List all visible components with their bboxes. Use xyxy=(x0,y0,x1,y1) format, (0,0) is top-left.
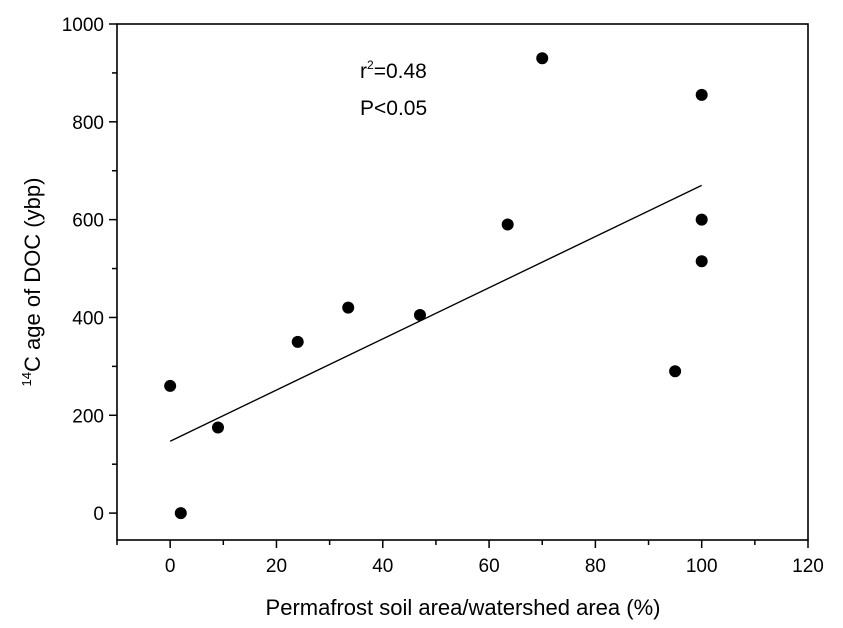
x-tick-label: 80 xyxy=(585,556,606,577)
data-point xyxy=(342,301,355,314)
x-tick-label: 100 xyxy=(686,556,718,577)
x-axis-label: Permafrost soil area/watershed area (%) xyxy=(266,595,661,620)
y-tick-label: 1000 xyxy=(62,15,104,36)
x-tick-label: 20 xyxy=(266,556,287,577)
data-point xyxy=(695,255,708,268)
y-tick-label: 600 xyxy=(72,211,104,232)
data-point xyxy=(211,421,224,434)
y-tick-label: 800 xyxy=(72,113,104,134)
data-point xyxy=(536,52,549,65)
y-tick-label: 400 xyxy=(72,308,104,329)
data-point xyxy=(501,218,514,231)
y-tick-label: 200 xyxy=(72,406,104,427)
annotation-p-value: P<0.05 xyxy=(360,97,427,120)
regression-line xyxy=(169,184,702,442)
y-tick-label: 0 xyxy=(93,504,104,525)
data-point xyxy=(174,507,187,520)
data-point xyxy=(695,88,708,101)
data-point xyxy=(413,309,426,322)
x-tick-label: 40 xyxy=(372,556,393,577)
x-tick-label: 0 xyxy=(165,556,176,577)
x-tick-label: 120 xyxy=(792,556,824,577)
plot-frame xyxy=(116,23,809,541)
y-axis-label: 14C age of DOC (ybp) xyxy=(19,178,45,387)
data-point xyxy=(669,365,682,378)
x-tick-label: 60 xyxy=(479,556,500,577)
data-point xyxy=(695,213,708,226)
data-point xyxy=(164,379,177,392)
annotation-r2: r2=0.48 xyxy=(360,58,427,83)
data-point xyxy=(291,335,304,348)
